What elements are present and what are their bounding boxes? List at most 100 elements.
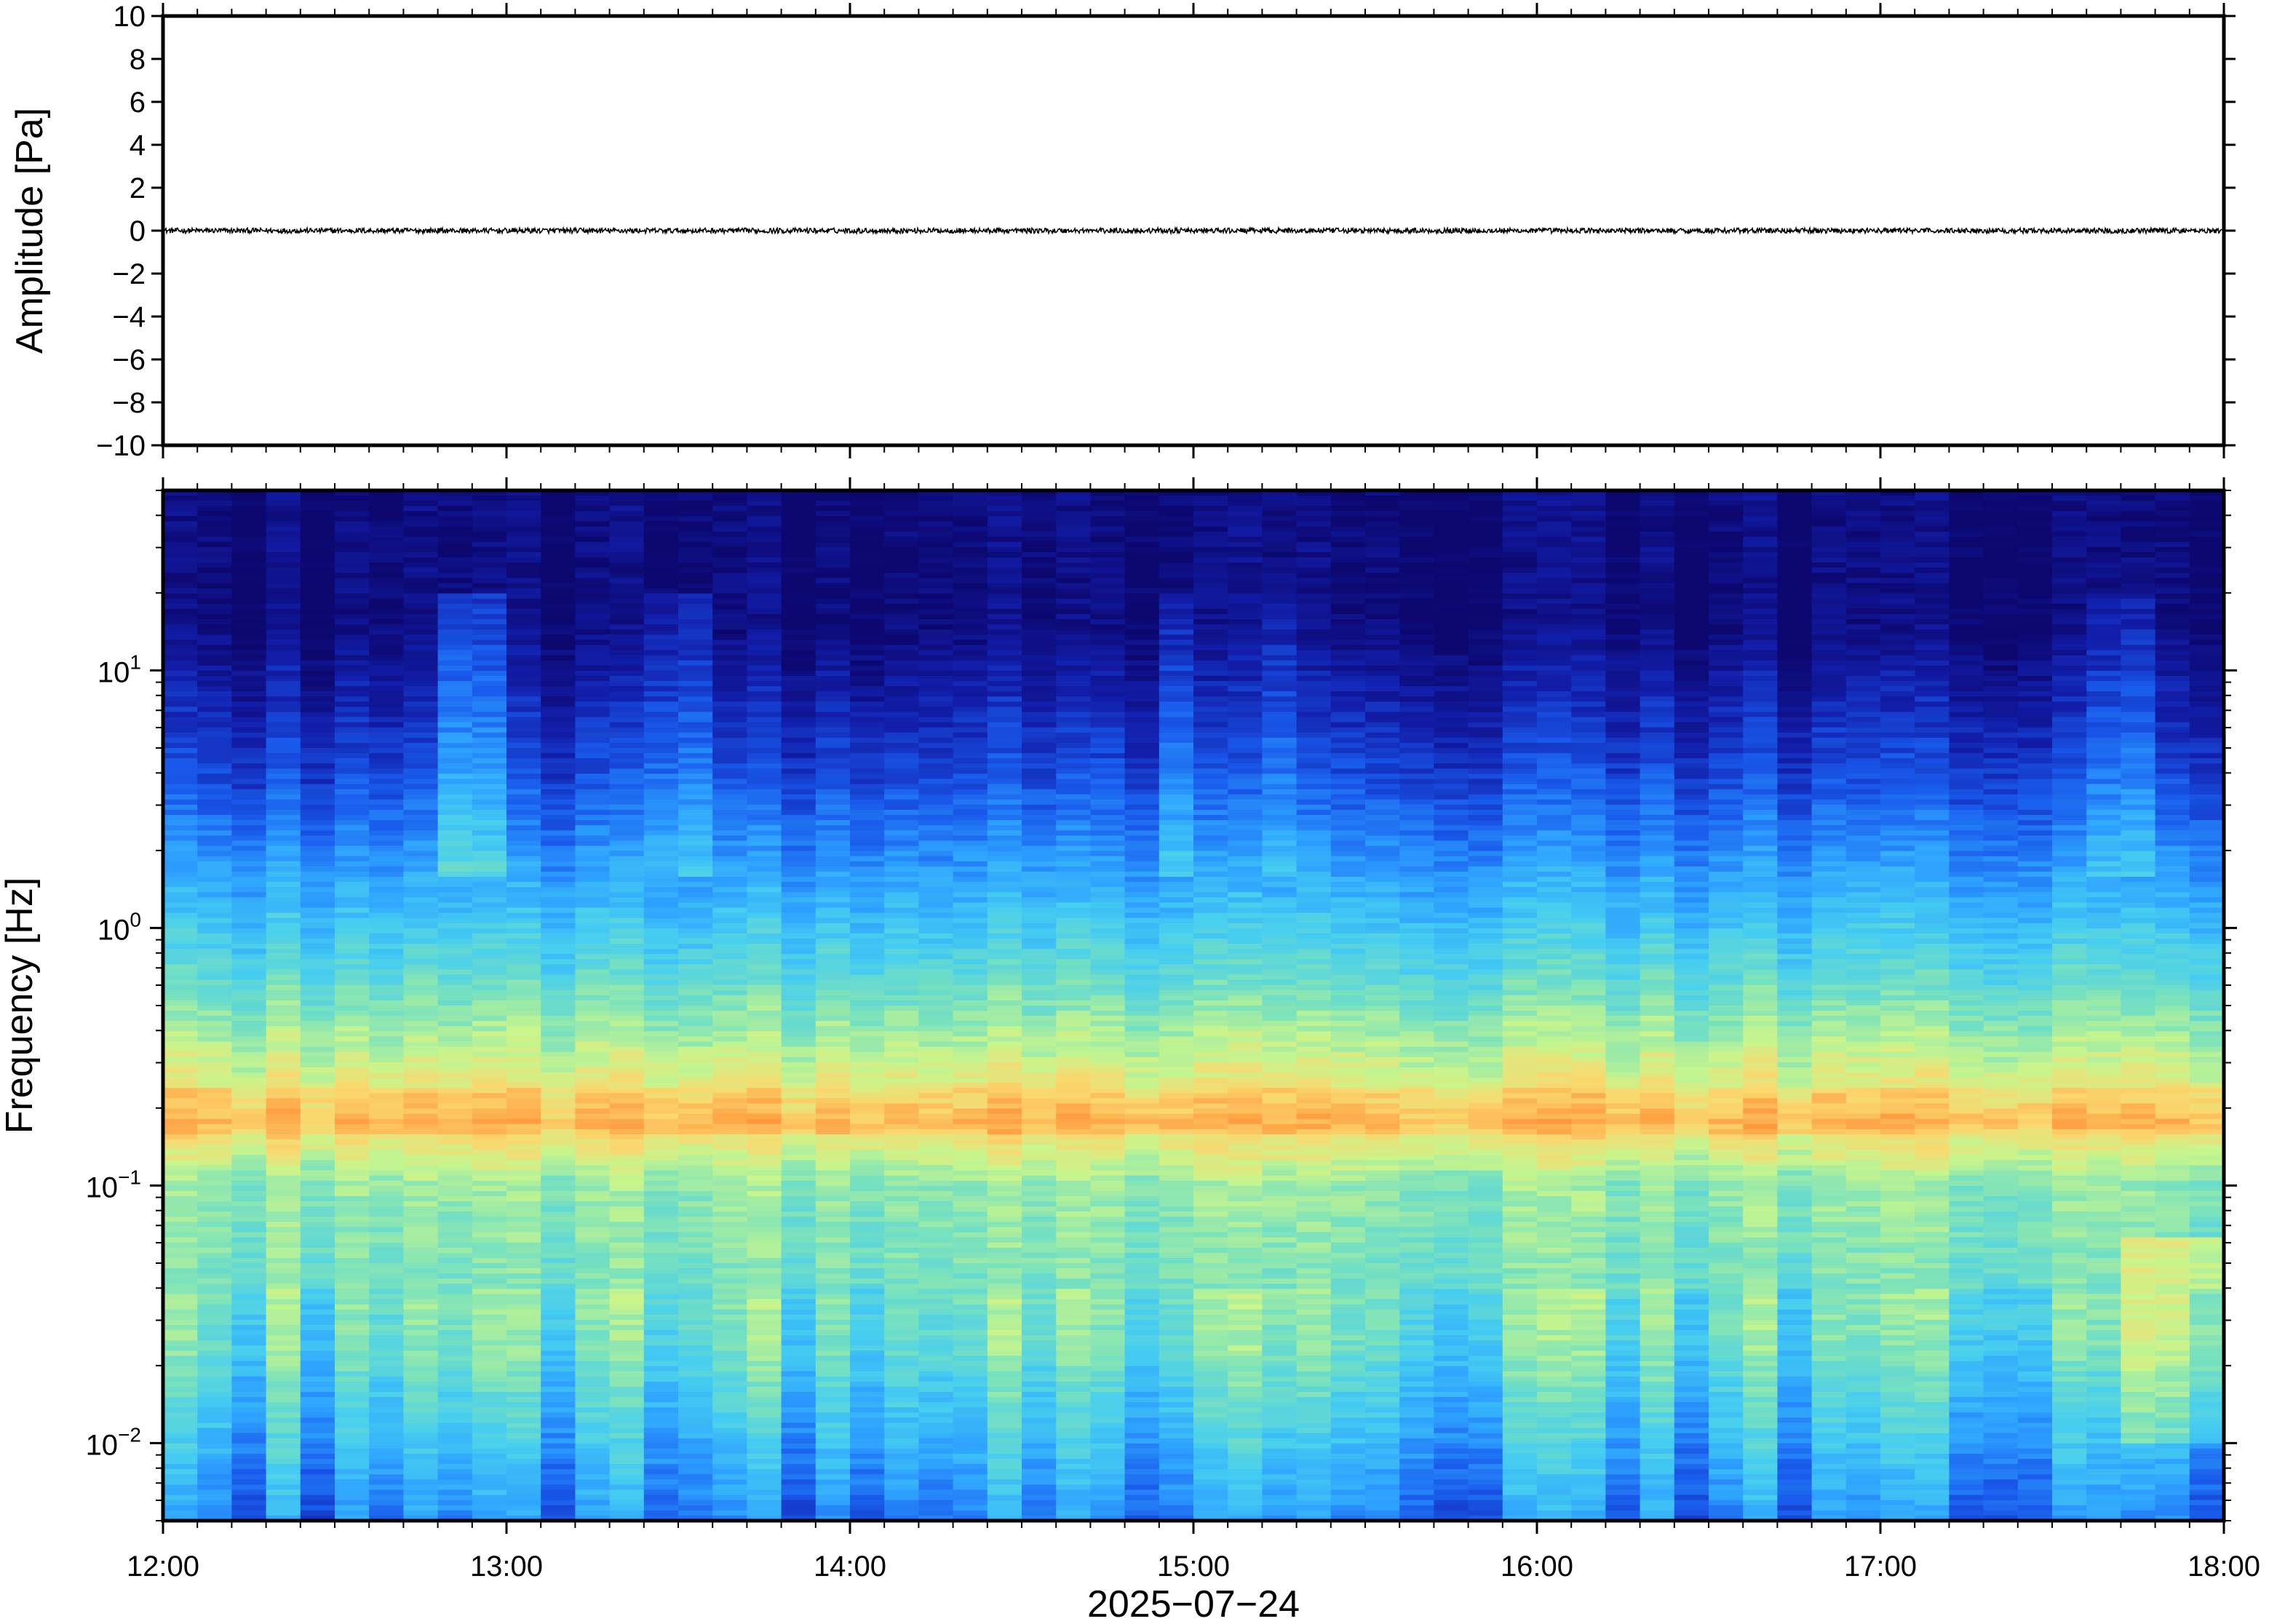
spectrogram-cell [884, 640, 919, 645]
spectrogram-cell [609, 871, 645, 877]
spectrogram-cell [231, 675, 267, 682]
spectrogram-cell [335, 1211, 370, 1217]
spectrogram-cell [850, 1150, 885, 1155]
spectrogram-cell [369, 562, 404, 568]
spectrogram-cell [437, 861, 473, 867]
spectrogram-cell [472, 1464, 507, 1470]
spectrogram-cell [850, 959, 885, 965]
spectrogram-cell [953, 1083, 988, 1088]
spectrogram-cell [815, 1011, 851, 1016]
spectrogram-cell [266, 1170, 301, 1177]
spectrogram-cell [335, 758, 370, 764]
spectrogram-cell [850, 495, 885, 501]
spectrogram-cell [369, 701, 404, 707]
spectrogram-cell [266, 717, 301, 723]
spectrogram-cell [781, 495, 816, 501]
spectrogram-cell [335, 949, 370, 955]
spectrogram-cell [437, 1026, 473, 1032]
spectrogram-cell [609, 897, 645, 903]
spectrogram-cell [643, 541, 679, 548]
spectrogram-cell [231, 1185, 267, 1192]
spectrogram-cell [163, 856, 198, 862]
spectrogram-cell [884, 588, 919, 594]
spectrogram-cell [437, 613, 473, 620]
spectrogram-cell [815, 1123, 851, 1130]
spectrogram-cell [643, 923, 679, 929]
spectrogram-cell [506, 1247, 541, 1254]
spectrogram-cell [231, 701, 267, 707]
spectrogram-cell [884, 1294, 919, 1300]
spectrogram-cell [541, 680, 576, 687]
spectrogram-cell [403, 511, 439, 517]
spectrogram-cell [472, 1392, 507, 1398]
spectrogram-cell [231, 511, 267, 517]
spectrogram-cell [369, 1273, 404, 1279]
spectrogram-cell [712, 490, 747, 496]
spectrogram-cell [300, 1299, 335, 1305]
spectrogram-cell [815, 1304, 851, 1310]
spectrogram-cell [437, 1134, 473, 1140]
spectrogram-cell [678, 1103, 713, 1110]
spectrogram-cell [300, 501, 335, 506]
spectrogram-cell [575, 675, 611, 682]
spectrogram-cell [678, 1443, 713, 1449]
spectrogram-cell [266, 1211, 301, 1217]
spectrogram-cell [575, 1500, 611, 1506]
spectrogram-cell [712, 1175, 747, 1182]
spectrogram-cell [437, 1278, 473, 1284]
spectrogram-cell [335, 840, 370, 847]
spectrogram-cell [747, 1263, 782, 1269]
spectrogram-cell [884, 882, 919, 888]
spectrogram-cell [953, 768, 988, 774]
spectrogram-cell [369, 541, 404, 548]
spectrogram-cell [953, 557, 988, 563]
spectrogram-cell [300, 949, 335, 955]
spectrogram-cell [815, 1006, 851, 1011]
spectrogram-cell [231, 1113, 267, 1120]
spectrogram-cell [884, 1459, 919, 1465]
spectrogram-cell [884, 887, 919, 893]
spectrogram-cell [643, 578, 679, 584]
spectrogram-cell [747, 1361, 782, 1367]
spectrogram-cell [953, 933, 988, 939]
spectrogram-cell [643, 1242, 679, 1249]
spectrogram-cell [884, 1000, 919, 1006]
spectrogram-cell [643, 593, 679, 600]
spectrogram-cell [678, 1294, 713, 1300]
spectrogram-cell [472, 789, 507, 795]
spectrogram-cell [231, 1356, 267, 1362]
spectrogram-cell [643, 1304, 679, 1310]
spectrogram-cell [953, 1515, 988, 1521]
spectrogram-cell [678, 984, 713, 991]
spectrogram-cell [403, 1056, 439, 1063]
spectrogram-cell [815, 995, 851, 1001]
spectrogram-cell [850, 1417, 885, 1424]
spectrogram-cell [197, 866, 232, 872]
spectrogram-cell [678, 1247, 713, 1254]
spectrogram-cell [231, 1036, 267, 1043]
spectrogram-cell [884, 501, 919, 506]
spectrogram-cell [678, 629, 713, 635]
spectrogram-cell [781, 1000, 816, 1006]
spectrogram-cell [472, 1428, 507, 1434]
spectrogram-cell [437, 1103, 473, 1110]
spectrogram-cell [884, 568, 919, 573]
spectrogram-cell [163, 1386, 198, 1393]
spectrogram-cell [678, 1392, 713, 1398]
spectrogram-cell [335, 1381, 370, 1388]
spectrogram-cell [712, 613, 747, 620]
spectrogram-cell [884, 1175, 919, 1182]
spectrogram-cell [197, 686, 232, 692]
spectrogram-cell [643, 1083, 679, 1088]
spectrogram-cell [815, 686, 851, 692]
spectrogram-cell [231, 546, 267, 553]
spectrogram-cell [369, 557, 404, 563]
spectrogram-cell [712, 974, 747, 981]
spectrogram-cell [266, 490, 301, 496]
spectrogram-cell [197, 603, 232, 610]
spectrogram-cell [300, 1036, 335, 1043]
spectrogram-cell [403, 866, 439, 872]
spectrogram-cell [541, 1088, 576, 1094]
spectrogram-cell [369, 835, 404, 842]
spectrogram-cell [266, 1000, 301, 1006]
